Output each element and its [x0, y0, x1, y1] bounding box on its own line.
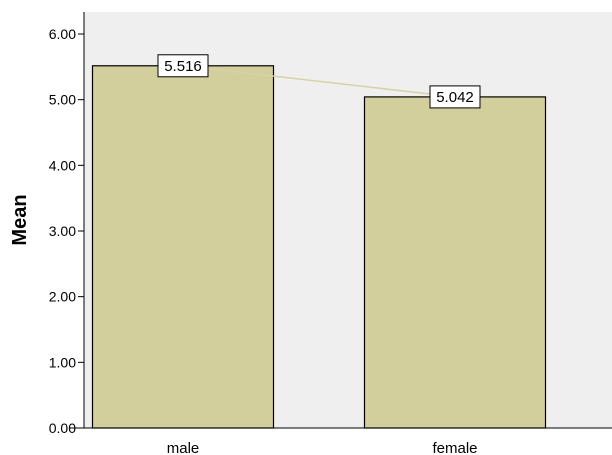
y-tick-label: 3.00 [49, 223, 76, 239]
bar-female [363, 96, 547, 429]
data-label-female: 5.042 [436, 89, 474, 106]
y-tick-label: 2.00 [49, 289, 76, 305]
x-axis: male female [70, 427, 612, 455]
x-tick-label-female: female [432, 440, 477, 455]
y-axis-title: Mean [9, 194, 31, 245]
connector-line [182, 65, 456, 98]
bar-male [91, 65, 275, 429]
y-tick-label: 0.00 [49, 420, 76, 436]
y-tick-label: 4.00 [49, 157, 76, 173]
y-tick-label: 1.00 [49, 354, 76, 370]
data-label-male: 5.516 [164, 58, 202, 75]
data-labels: 5.516 5.042 [157, 54, 481, 109]
y-tick-label: 5.00 [49, 92, 76, 108]
data-label-box [429, 85, 481, 109]
x-tick-label-male: male [167, 440, 200, 455]
y-tick-label: 6.00 [49, 26, 76, 42]
y-axis: 0.00 1.00 2.00 3.00 4.00 5.00 6.00 [49, 12, 85, 436]
data-label-box [157, 54, 209, 78]
bars [91, 65, 547, 429]
mean-connector-segment [182, 65, 456, 98]
